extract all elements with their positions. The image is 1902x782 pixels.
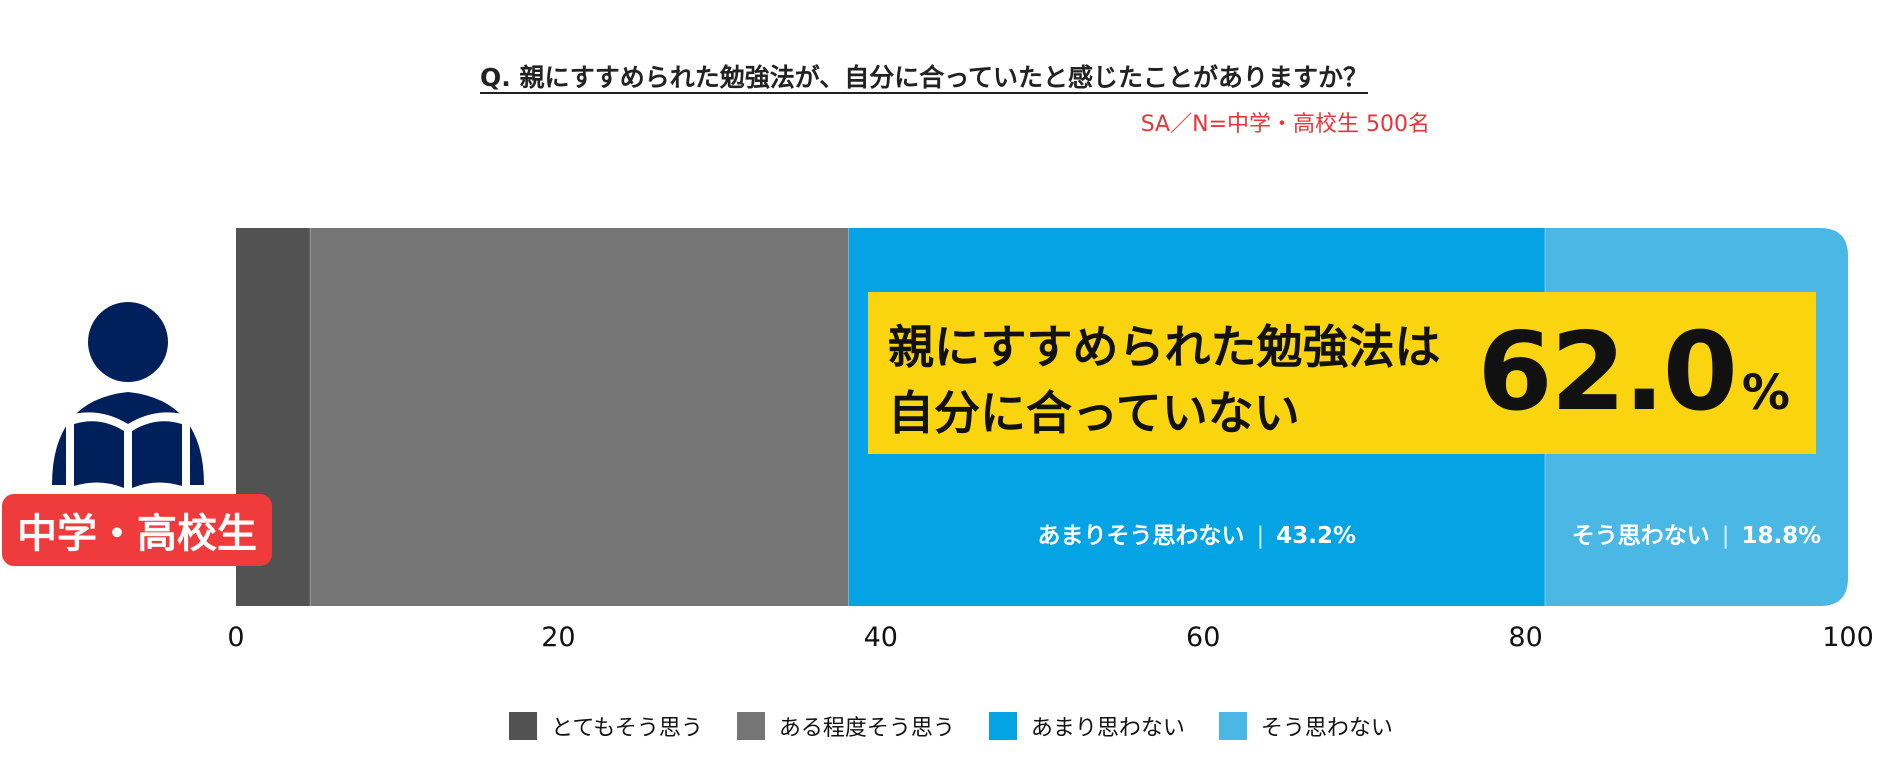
legend-swatch (988, 712, 1017, 740)
callout-value: 62.0% (1477, 318, 1790, 448)
legend-label: とてもそう思う (551, 716, 703, 741)
legend-swatch (509, 712, 538, 740)
legend-item: あまり思わない (988, 710, 1185, 742)
legend-item: そう思わない (1218, 710, 1393, 742)
callout-unit: % (1741, 365, 1790, 421)
legend-label: ある程度そう思う (778, 716, 955, 741)
callout-number: 62.0 (1477, 310, 1737, 435)
x-tick-label: 40 (864, 622, 898, 653)
legend: とてもそう思う ある程度そう思う あまり思わない そう思わない (0, 710, 1902, 742)
x-tick-label: 100 (1822, 622, 1874, 653)
x-tick-label: 20 (541, 622, 575, 653)
x-tick-label: 80 (1508, 622, 1542, 653)
legend-item: ある程度そう思う (736, 710, 955, 742)
segment-data-label: あまりそう思わない | 43.2% (1037, 523, 1356, 549)
person-reading-icon (52, 302, 204, 498)
segment-data-label: そう思わない | 18.8% (1572, 523, 1822, 549)
respondent-badge: 中学・高校生 (2, 494, 272, 566)
question-title: Q. 親にすすめられた勉強法が、自分に合っていたと感じたことがありますか？ (480, 63, 1368, 92)
callout-box: 親にすすめられた勉強法は 自分に合っていない 62.0% (868, 292, 1816, 454)
callout-line1: 親にすすめられた勉強法は (888, 320, 1441, 374)
x-tick-label: 0 (227, 622, 244, 653)
callout-text: 親にすすめられた勉強法は 自分に合っていない (888, 314, 1440, 446)
sample-note: SA／N=中学・高校生 500名 (1140, 112, 1430, 137)
legend-label: そう思わない (1260, 716, 1393, 741)
bar-segment-2 (310, 228, 850, 606)
x-tick-label: 60 (1186, 622, 1220, 653)
callout-line2: 自分に合っていない (888, 386, 1300, 440)
legend-swatch (736, 712, 765, 740)
legend-swatch (1218, 712, 1247, 740)
legend-label: あまり思わない (1030, 716, 1185, 741)
legend-item: とてもそう思う (509, 710, 703, 742)
